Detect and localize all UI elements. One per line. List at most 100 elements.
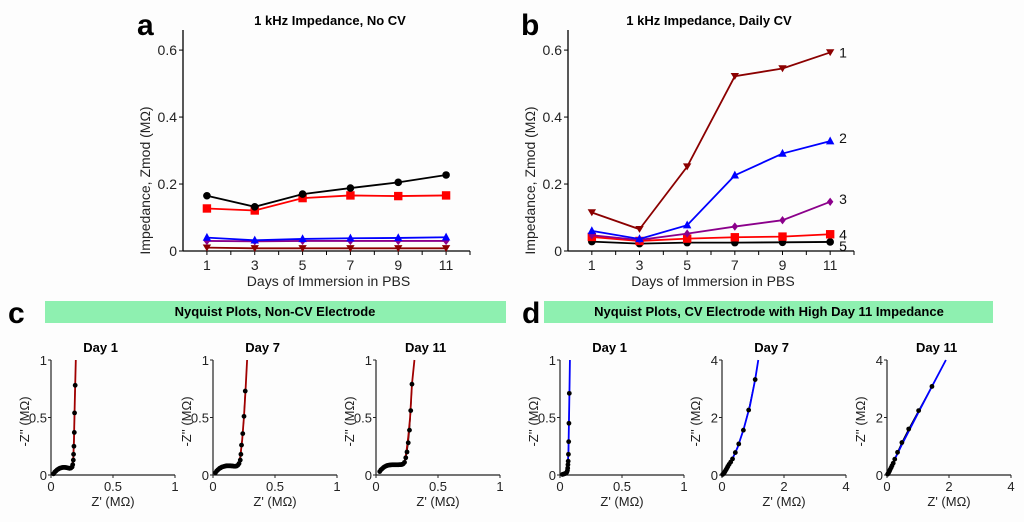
y-tick-label: 0 [40, 468, 47, 483]
x-axis-label: Z' (MΩ) [416, 494, 459, 509]
y-axis-label: -Z'' (MΩ) [688, 396, 703, 446]
series-line [591, 233, 831, 242]
data-point [405, 440, 411, 446]
data-point [346, 191, 355, 200]
y-tick-label: 0 [365, 468, 372, 483]
data-point [72, 382, 78, 388]
x-tick-label: 1 [171, 479, 178, 494]
data-point [298, 193, 307, 203]
y-tick-label: 0.6 [543, 42, 563, 58]
data-point [566, 390, 572, 396]
data-point [730, 456, 735, 462]
x-tick-label: 11 [823, 257, 838, 273]
series-end-label: 1 [839, 44, 847, 60]
data-point [683, 229, 691, 238]
series-end-label: 3 [839, 191, 847, 207]
nyquist-title: Day 1 [83, 340, 118, 355]
nyquist-c-day1: Day 1 0 0.5 1 0 0.5 1 Z' (MΩ) -Z'' (MΩ) [17, 340, 179, 509]
y-tick-label: 0 [876, 468, 883, 483]
data-point [736, 441, 742, 447]
data-point [441, 245, 451, 253]
y-tick-label: 0.6 [158, 42, 178, 58]
x-tick-label: 9 [779, 257, 787, 273]
x-tick-label: 0.5 [429, 479, 447, 494]
series-2: 2 [587, 130, 847, 243]
data-point [566, 420, 572, 426]
data-point [298, 245, 307, 253]
x-tick-label: 4 [842, 479, 849, 494]
x-axis-label: Z' (MΩ) [91, 494, 134, 509]
data-point [778, 65, 787, 73]
y-tick-label: 0.2 [158, 176, 178, 192]
x-tick-label: 3 [251, 257, 259, 273]
data-point [778, 148, 787, 157]
data-point [587, 209, 597, 217]
y-tick-label: 2 [711, 411, 718, 426]
y-tick-label: 0.4 [543, 109, 563, 125]
data-trace [722, 379, 756, 475]
y-tick-label: 1 [365, 353, 372, 368]
y-axis-label: Impedance, Zmod (MΩ) [137, 106, 153, 254]
data-point [565, 458, 571, 464]
data-point [890, 460, 896, 466]
data-point [202, 244, 212, 252]
data-point [731, 222, 739, 231]
data-point [682, 163, 692, 171]
data-point [635, 226, 644, 233]
data-point [746, 407, 752, 413]
nyquist-title: Day 11 [405, 340, 446, 355]
banner-d [544, 301, 993, 323]
y-tick-label: 0.4 [158, 109, 178, 125]
x-tick-label: 4 [1007, 479, 1014, 494]
data-point [682, 220, 692, 229]
data-point [242, 388, 248, 394]
data-point [895, 449, 900, 455]
series-line [591, 240, 831, 245]
nyquist-d-day11: Day 11 0 2 4 0 2 4 Z' (MΩ) -Z'' (MΩ) [853, 340, 1015, 509]
data-point [730, 73, 740, 80]
x-tick-label: 11 [439, 257, 454, 273]
y-tick-label: 0 [169, 243, 177, 259]
y-tick-label: 0.5 [191, 411, 209, 426]
y-tick-label: 1 [549, 353, 556, 368]
x-tick-label: 0.5 [266, 479, 284, 494]
data-point [346, 245, 355, 253]
x-tick-label: 2 [780, 479, 787, 494]
series-electrode-darkred [202, 244, 451, 253]
chart-b: 1 kHz Impedance, Daily CV 0 0.2 0.4 0.6 1 3 5 7 9… [522, 13, 855, 289]
data-point [732, 450, 738, 455]
chart-a: 1 kHz Impedance, No CV 0 0.2 0.4 0.6 1 3 5 7 9 11 D… [137, 13, 471, 289]
x-axis-label: Days of Immersion in PBS [247, 273, 410, 289]
data-point [346, 184, 355, 192]
panel-letter-d: d [522, 297, 540, 330]
nyquist-title: Day 11 [916, 340, 957, 355]
y-tick-label: 0 [554, 243, 562, 259]
data-point [565, 465, 571, 471]
y-tick-label: 0.5 [29, 411, 47, 426]
nyquist-c-day11: Day 11 0 0.5 1 0 0.5 1 Z' (MΩ) -Z'' (MΩ) [342, 340, 504, 509]
nyquist-c-day7: Day 7 0 0.5 1 0 0.5 1 Z' (MΩ) -Z'' (MΩ) [179, 340, 341, 509]
banner-c [45, 301, 506, 323]
data-point [906, 426, 912, 432]
series-line [591, 200, 831, 241]
x-tick-label: 5 [683, 257, 691, 273]
x-axis-label: Z' (MΩ) [762, 494, 805, 509]
data-point [71, 443, 77, 449]
data-point [404, 449, 410, 455]
data-point [408, 408, 414, 413]
data-point [752, 377, 758, 382]
y-tick-label: 0 [711, 468, 718, 483]
series-line [591, 51, 831, 231]
data-point [241, 413, 247, 419]
data-point [779, 215, 786, 225]
x-axis-label: Days of Immersion in PBS [631, 273, 794, 289]
y-tick-label: 1 [40, 353, 47, 368]
y-axis-label: Impedance, Zmod (MΩ) [522, 106, 538, 254]
data-point [403, 455, 409, 461]
y-axis-label: -Z'' (MΩ) [17, 396, 32, 446]
nyquist-d-day7: Day 7 0 2 4 0 2 4 Z' (MΩ) -Z'' (MΩ) [688, 340, 850, 509]
series-line [591, 140, 831, 240]
panel-letter-b: b [521, 9, 539, 42]
series-line [206, 194, 447, 212]
